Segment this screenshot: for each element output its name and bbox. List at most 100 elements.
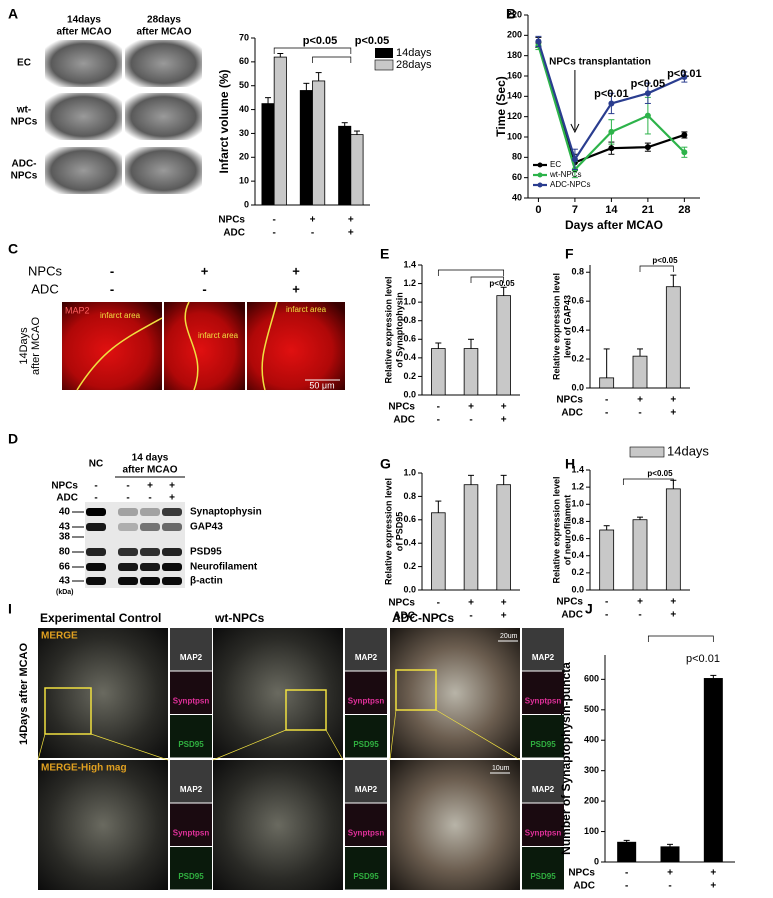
annotation: p<0.01 [594,88,629,100]
condition-sign: - [148,493,151,504]
bar [617,841,637,863]
condition-name: ADC [31,281,58,296]
fluorescence-image [213,628,343,758]
map2-image [247,302,345,390]
channel-label: Synptpsn [525,829,562,838]
blot-band [86,523,106,531]
condition-sign: - [605,395,608,406]
condition-sign: + [670,610,676,621]
condition-sign: - [638,610,641,621]
channel-label: MAP2 [355,785,378,794]
y-tick-label: 0 [244,199,249,209]
y-tick-label: 0.6 [403,514,416,524]
scale-bar-label: 20um [500,633,518,640]
y-tick-label: 0.2 [571,353,584,363]
lane-label: NC [89,459,103,470]
bar [261,103,275,206]
fluorescence-image [38,628,168,758]
x-axis-label: Days after MCAO [565,218,663,232]
brain-section-image [125,40,202,87]
channel-label: MAP2 [355,653,378,662]
bar [632,355,648,389]
y-axis-label: of Synaptophysin [394,292,404,368]
blot-band [86,508,106,516]
channel-image [522,715,564,758]
y-tick-label: 1.2 [571,482,584,492]
condition-name: NPCs [556,395,583,406]
scale-bar-label: 50 μm [309,380,334,390]
condition-sign: + [667,868,673,879]
fluorescence-image [213,760,343,890]
panel-label: B [506,6,516,22]
bar [496,295,511,396]
row-label: EC [17,58,31,69]
channel-label: PSD95 [353,872,379,881]
data-point [571,156,578,163]
blot-band [118,508,138,516]
arrow [570,70,580,134]
y-tick-label: 0.4 [571,550,584,560]
channel-image [170,760,212,803]
panel-label: G [380,456,391,472]
scale-bar-label: 10um [492,765,510,772]
column-title: wt-NPCs [214,611,265,625]
blot-band [140,548,160,556]
legend-label: EC [550,160,561,169]
legend-marker [537,162,543,168]
condition-sign: + [468,402,474,413]
condition-sign: + [292,281,300,296]
condition-sign: + [201,263,209,278]
y-tick-label: 500 [584,704,599,714]
legend-label: ADC-NPCs [550,180,590,189]
y-tick-label: 0.4 [403,352,416,362]
zoom-line [325,729,344,761]
brain-section-image [125,147,202,194]
legend-label: 28days [396,59,432,71]
y-tick-label: 100 [584,826,599,836]
condition-sign: - [437,611,440,622]
x-tick-label: 14 [605,204,618,216]
y-tick-label: 70 [239,32,249,42]
condition-name: NPCs [556,597,583,608]
y-tick-label: 140 [507,91,522,101]
bar [665,488,681,591]
bar [632,519,648,591]
panel-label: A [8,6,18,22]
channel-image [345,803,387,846]
condition-sign: + [348,215,354,226]
condition-sign: + [710,881,716,892]
legend-swatch [375,48,393,58]
group-label: after MCAO [122,465,177,476]
y-tick-label: 220 [507,9,522,19]
y-tick-label: 0.8 [571,516,584,526]
fluorescence-image [390,628,520,758]
y-axis-label: Number of Synaptophysin-puncta [559,662,573,855]
channel-label: Synptpsn [173,697,210,706]
y-axis-label: Relative expression level [551,476,561,583]
blot-band [162,508,182,516]
channel-label: Synptpsn [348,829,385,838]
data-point [681,74,688,81]
side-label: 14Days [18,327,30,365]
x-tick-label: 28 [678,204,690,216]
column-label: 14days [67,15,101,26]
infarct-border [76,317,163,391]
mw-label: 80 [59,547,71,558]
y-tick-label: 0.6 [571,296,584,306]
side-label: after MCAO [30,317,42,376]
y-tick-label: 0.2 [403,561,416,571]
panel-label: C [8,241,18,257]
condition-sign: - [605,408,608,419]
panel-label: F [565,246,574,262]
condition-sign: - [126,493,129,504]
bar [273,56,287,206]
row-label: wt- [16,105,31,116]
channel-image [522,847,564,890]
bar [665,286,681,389]
y-tick-label: 0.8 [403,491,416,501]
stain-label: MAP2 [65,305,90,315]
zoom-line [435,709,521,761]
y-tick-label: 20 [239,152,249,162]
condition-sign: - [437,402,440,413]
condition-name: NPCs [28,263,62,278]
